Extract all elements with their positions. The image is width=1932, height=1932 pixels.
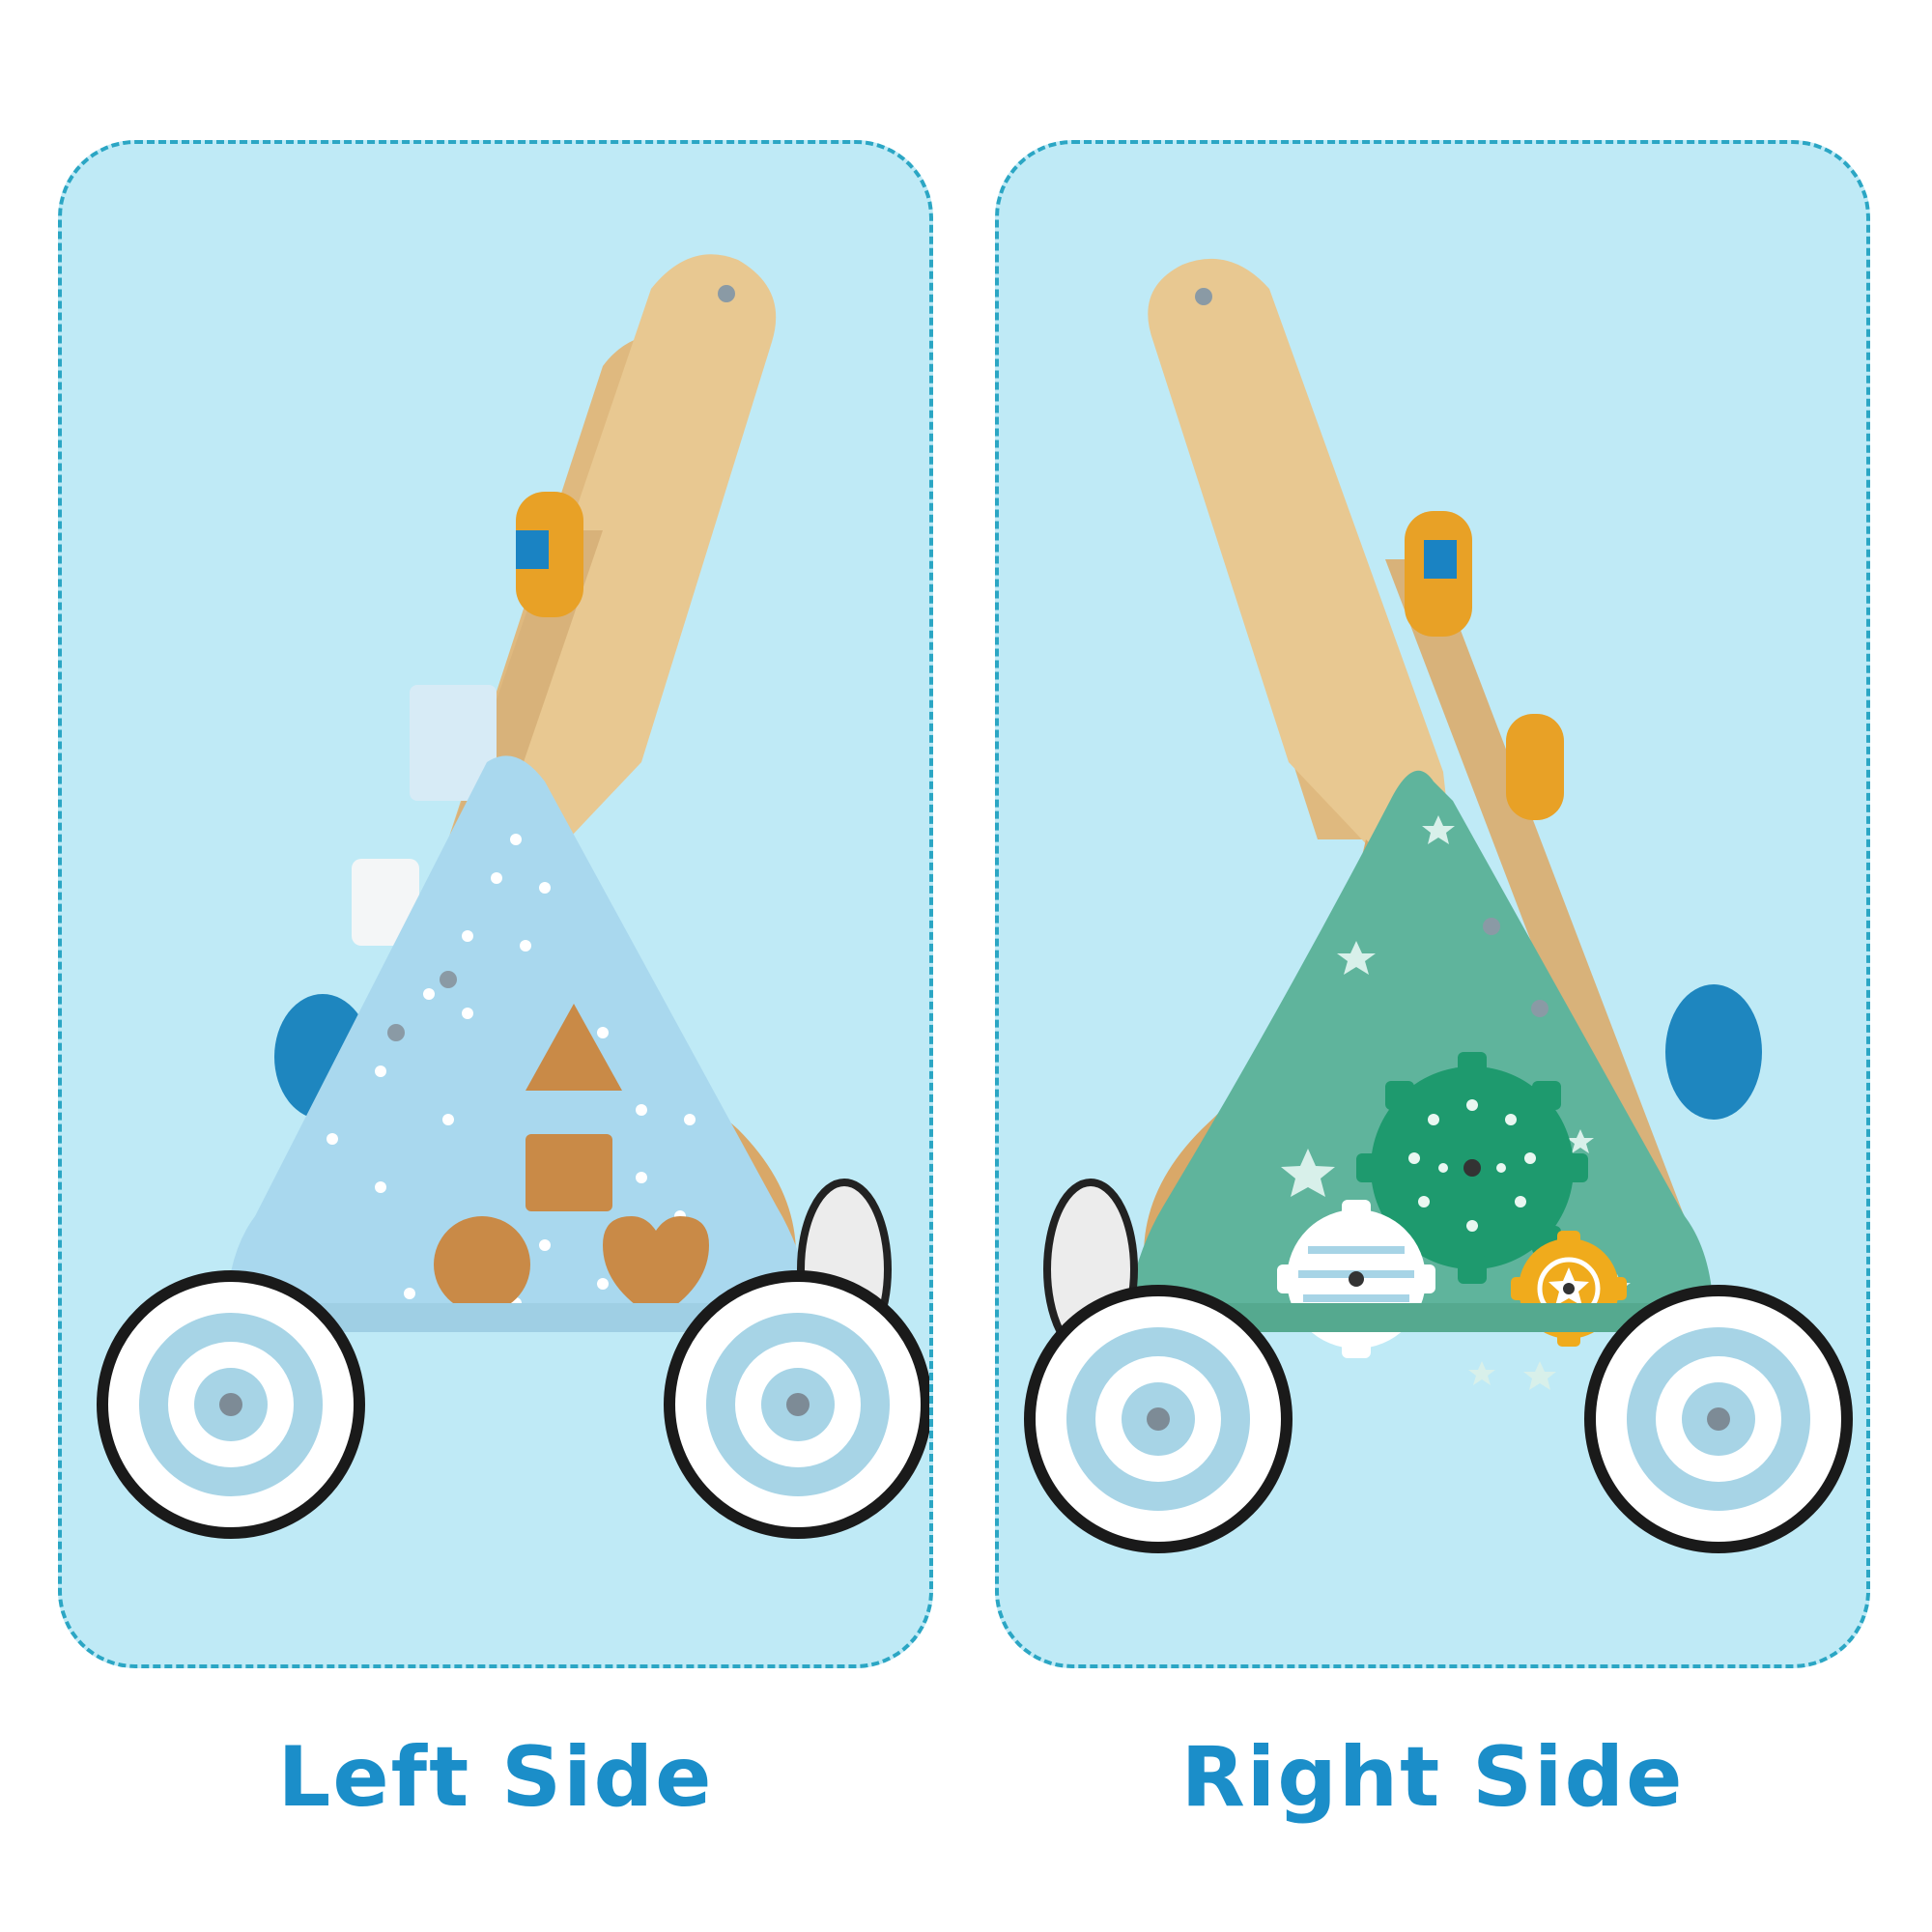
left-side-panel bbox=[58, 140, 933, 1668]
right-side-caption: Right Side bbox=[1180, 1729, 1685, 1826]
screw-icon bbox=[1195, 288, 1212, 305]
white-tile-icon bbox=[410, 685, 497, 801]
screw-icon bbox=[440, 971, 457, 988]
screw-icon bbox=[1531, 1000, 1548, 1017]
right-front-wheel-icon bbox=[1024, 1285, 1293, 1553]
right-rear-wheel-icon bbox=[1584, 1285, 1853, 1553]
left-front-wheel-icon bbox=[97, 1270, 365, 1539]
white-roller-icon bbox=[352, 859, 419, 946]
screw-icon bbox=[1483, 918, 1500, 935]
walker-handle bbox=[1148, 258, 1463, 946]
orange-knob-icon bbox=[1506, 714, 1564, 820]
left-side-walker-image bbox=[97, 254, 929, 1539]
triangle-hole-icon bbox=[526, 1004, 622, 1091]
blue-roller-icon bbox=[1665, 984, 1762, 1120]
square-hole-icon bbox=[526, 1134, 612, 1211]
circle-hole-icon bbox=[434, 1216, 530, 1313]
left-rear-wheel-icon bbox=[664, 1270, 929, 1539]
play-board-edge bbox=[1385, 511, 1762, 1293]
left-side-caption: Left Side bbox=[277, 1729, 714, 1826]
blue-block-icon bbox=[516, 530, 549, 569]
right-side-walker-image bbox=[1024, 258, 1853, 1553]
blue-block-icon bbox=[1424, 540, 1457, 579]
orange-knob-icon bbox=[516, 492, 583, 617]
right-side-panel bbox=[995, 140, 1870, 1668]
screw-icon bbox=[718, 285, 735, 302]
screw-icon bbox=[387, 1024, 405, 1041]
heart-hole-icon bbox=[603, 1216, 709, 1313]
